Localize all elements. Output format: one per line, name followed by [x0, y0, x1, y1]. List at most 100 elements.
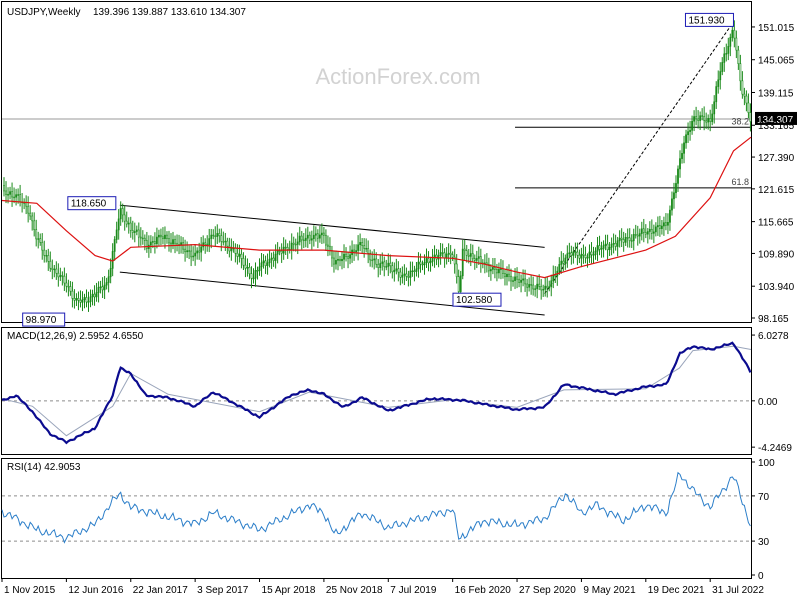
candle-body: [254, 270, 257, 279]
candle-body: [97, 287, 100, 293]
candle-body: [55, 268, 58, 274]
candle-body: [222, 241, 225, 243]
candle-body: [554, 274, 557, 277]
candle-body: [518, 278, 520, 283]
candle-body: [280, 250, 283, 254]
candle-body: [323, 232, 325, 236]
candle-body: [745, 95, 748, 104]
candle-body: [471, 253, 474, 260]
candle-body: [345, 253, 347, 257]
candle-body: [677, 168, 679, 184]
candle-body: [705, 120, 708, 123]
candle-body: [135, 229, 138, 232]
candle-body: [443, 252, 446, 259]
candle-body: [151, 241, 154, 243]
candle-body: [379, 263, 382, 268]
price-y-tick-label: 109.890: [758, 249, 795, 260]
macd-panel-frame: [1, 327, 752, 455]
candle-body: [598, 245, 601, 250]
candle-body: [29, 212, 32, 217]
candle-body: [343, 253, 345, 260]
candle-body: [421, 263, 424, 266]
candle-body: [137, 229, 140, 238]
candle-body: [119, 208, 122, 220]
candle-body: [397, 268, 400, 273]
candle-body: [459, 275, 462, 292]
candle-body: [592, 254, 595, 256]
candle-body: [735, 37, 738, 51]
candle-body: [266, 262, 269, 266]
candle-body: [449, 252, 452, 256]
candle-body: [566, 253, 569, 259]
price-y-tick-label: 98.165: [758, 314, 789, 325]
candle-body: [463, 248, 466, 251]
candle-body: [49, 260, 52, 269]
candle-body: [300, 235, 303, 241]
candle-body: [371, 259, 374, 262]
candle-body: [423, 262, 426, 266]
candle-body: [310, 238, 313, 241]
candle-body: [393, 269, 396, 273]
candle-body: [111, 251, 114, 269]
candle-body: [184, 248, 186, 253]
candle-body: [465, 250, 468, 256]
channel-line: [119, 204, 545, 248]
candle-body: [479, 256, 482, 264]
candle-body: [61, 275, 64, 277]
candle-body: [614, 243, 617, 247]
price-y-tick-label: 145.065: [758, 56, 795, 67]
candle-body: [308, 234, 311, 241]
candle-body: [327, 244, 329, 247]
candle-body: [278, 250, 281, 252]
candle-body: [149, 241, 152, 246]
candle-body: [292, 242, 295, 245]
candle-body: [331, 250, 333, 259]
candle-body: [335, 260, 337, 265]
candle-body: [160, 234, 162, 238]
candle-body: [644, 232, 647, 235]
candle-body: [520, 279, 522, 283]
macd-y-tick-label: 0.00: [758, 397, 778, 408]
candle-body: [347, 256, 349, 259]
candle-body: [105, 282, 108, 286]
candle-body: [133, 231, 136, 233]
candle-body: [536, 283, 539, 290]
candle-body: [719, 71, 722, 81]
candle-body: [403, 273, 406, 276]
candle-body: [419, 261, 422, 265]
candle-body: [196, 250, 199, 254]
current-price-badge: [755, 111, 797, 125]
candle-body: [695, 116, 698, 120]
candle-body: [620, 237, 623, 240]
candle-body: [145, 240, 148, 249]
price-y-tick-label: 103.940: [758, 282, 795, 293]
candle-body: [681, 153, 683, 159]
candle-body: [711, 113, 714, 122]
candle-body: [377, 263, 380, 268]
candle-body: [11, 191, 13, 198]
trend-line: [544, 21, 734, 294]
candle-body: [5, 190, 7, 195]
candle-body: [624, 237, 627, 243]
candle-body: [248, 267, 251, 275]
candle-body: [123, 214, 126, 222]
candle-body: [600, 248, 603, 250]
candle-body: [504, 273, 506, 278]
current-price-label: 134.307: [757, 115, 794, 126]
candle-body: [158, 234, 160, 238]
candle-body: [715, 86, 718, 103]
price-annotation-label: 98.970: [26, 315, 57, 326]
candle-body: [510, 275, 512, 282]
candle-body: [489, 269, 492, 272]
price-title: USDJPY,Weekly: [7, 7, 81, 18]
candle-body: [182, 242, 184, 250]
candle-body: [9, 191, 11, 195]
candle-body: [588, 251, 591, 258]
candle-body: [594, 250, 597, 255]
candle-body: [417, 261, 420, 270]
candle-body: [228, 245, 231, 252]
candle-body: [461, 248, 464, 277]
candle-body: [63, 275, 66, 284]
candle-body: [302, 239, 305, 242]
candle-body: [246, 267, 249, 269]
